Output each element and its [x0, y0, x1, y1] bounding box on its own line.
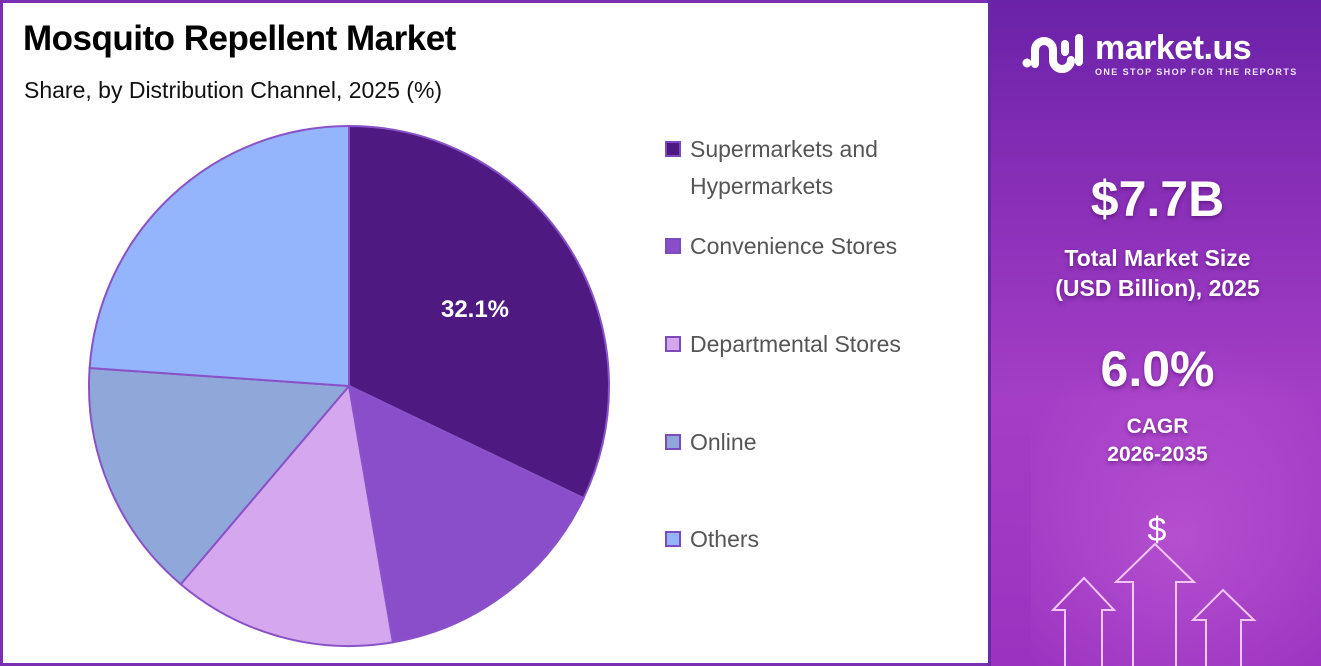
legend-item-others: Others [665, 521, 985, 558]
legend-label: Hypermarkets [690, 173, 834, 199]
cagr-label: CAGR 2026-2035 [1107, 415, 1208, 466]
legend-swatch [665, 434, 681, 450]
dollar-icon: $ [1148, 511, 1167, 549]
legend-swatch [665, 238, 681, 254]
slice-label-supermarkets: 32.1% [441, 296, 509, 323]
market-size-label: Total Market Size (USD Billion), 2025 [1055, 245, 1260, 301]
chart-panel: Mosquito Repellent Market Share, by Dist… [3, 3, 988, 663]
legend-label: Others [690, 526, 760, 552]
legend-label: Convenience Stores [690, 233, 898, 259]
slice-others [88, 124, 350, 388]
legend-label: Supermarkets and [690, 136, 878, 162]
legend-swatch [665, 336, 681, 352]
slice-departmental [179, 383, 395, 647]
legend-label: Online [690, 429, 757, 455]
slice-convenience [347, 384, 585, 644]
legend-swatch [665, 141, 681, 157]
legend-swatch [665, 531, 681, 547]
legend-item-departmental: Departmental Stores [665, 326, 985, 363]
legend-item-online: Online [665, 424, 985, 461]
pie-chart: 32.1% [88, 124, 610, 647]
brand-logo: market.us ONE STOP SHOP FOR THE REPORTS [1021, 30, 1298, 78]
chart-subtitle: Share, by Distribution Channel, 2025 (%) [24, 77, 443, 103]
brand-name: market.us [1095, 29, 1252, 67]
market-us-logo-icon [1022, 34, 1083, 73]
slice-supermarkets [348, 124, 610, 500]
legend-item-supermarkets: Supermarkets and Hypermarkets [665, 131, 985, 205]
brand-tagline: ONE STOP SHOP FOR THE REPORTS [1095, 67, 1298, 77]
legend-item-convenience: Convenience Stores [665, 228, 985, 265]
slice-online [88, 366, 352, 586]
market-size-value: $7.7B [1090, 171, 1225, 227]
legend-label: Departmental Stores [690, 331, 901, 357]
summary-sidebar: market.us ONE STOP SHOP FOR THE REPORTS … [988, 0, 1321, 666]
cagr-value: 6.0% [1100, 341, 1215, 397]
chart-title: Mosquito Repellent Market [23, 19, 456, 58]
growth-arrows-icon: $ [1051, 511, 1257, 666]
